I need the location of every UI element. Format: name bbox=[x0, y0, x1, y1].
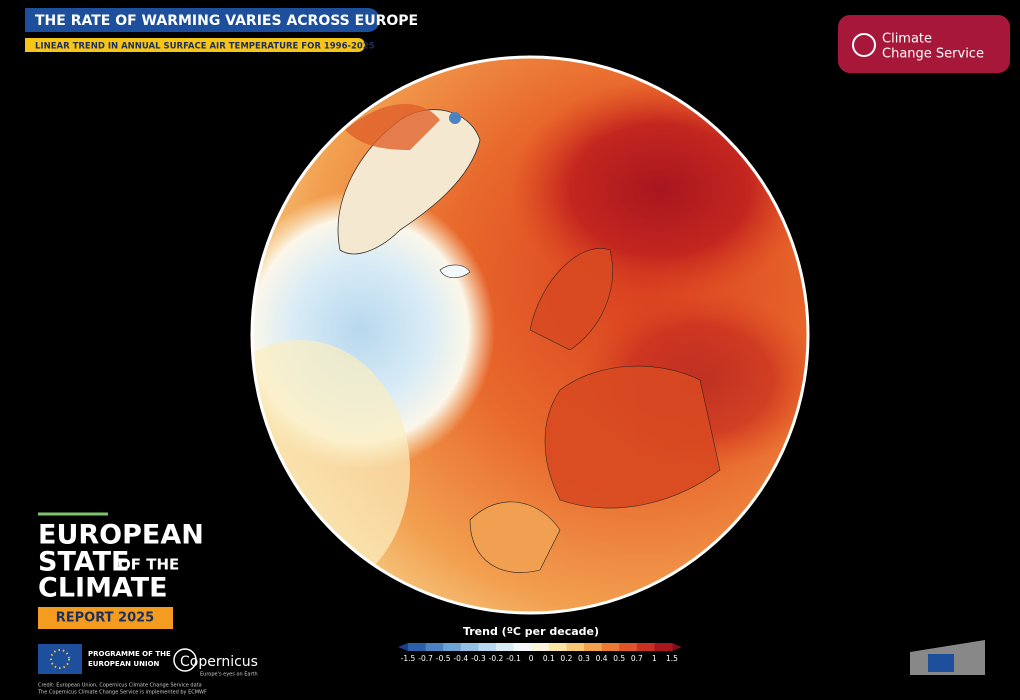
colorbar-bin bbox=[513, 643, 532, 651]
colorbar-tick-label: 0.7 bbox=[631, 654, 643, 663]
colorbar-arrow bbox=[672, 643, 682, 651]
eu-flag bbox=[38, 644, 82, 674]
colorbar-bin bbox=[601, 643, 620, 651]
colorbar-bin bbox=[443, 643, 462, 651]
legend-title: Trend (ºC per decade) bbox=[463, 625, 599, 638]
logo-text: Change Service bbox=[882, 47, 984, 62]
colorbar-arrow bbox=[398, 643, 408, 651]
globe-rim bbox=[250, 55, 810, 615]
colorbar-bin bbox=[548, 643, 567, 651]
eu-stars bbox=[50, 649, 70, 669]
logo-text: Climate bbox=[882, 32, 932, 47]
colorbar-bin bbox=[584, 643, 603, 651]
colorbar-bin bbox=[408, 643, 427, 651]
logo-icon bbox=[852, 33, 876, 57]
title-bar bbox=[25, 8, 380, 32]
logo-box bbox=[838, 15, 1010, 73]
colorbar-tick-label: -1.5 bbox=[401, 654, 416, 663]
colorbar-tick-label: 1.5 bbox=[666, 654, 678, 663]
eu-text: EUROPEAN UNION bbox=[88, 660, 160, 668]
colorbar-bin bbox=[478, 643, 497, 651]
colorbar-bin bbox=[496, 643, 515, 651]
eu-text: PROGRAMME OF THE bbox=[88, 650, 171, 658]
colorbar-tick-label: 0.5 bbox=[613, 654, 625, 663]
report-title: OF THE bbox=[118, 556, 179, 574]
copernicus-tagline: Europe's eyes on Earth bbox=[200, 672, 258, 678]
colorbar-tick-label: -0.1 bbox=[506, 654, 521, 663]
colorbar-tick-label: -0.7 bbox=[418, 654, 433, 663]
credit: The Copernicus Climate Change Service is… bbox=[37, 690, 207, 696]
colorbar-bin bbox=[619, 643, 638, 651]
colorbar-bin bbox=[460, 643, 479, 651]
colorbar-tick-label: -0.5 bbox=[436, 654, 451, 663]
title: THE RATE OF WARMING VARIES ACROSS EUROPE bbox=[35, 13, 418, 29]
colorbar-bin bbox=[636, 643, 655, 651]
colorbar-tick-label: 0.3 bbox=[578, 654, 590, 663]
report-title: CLIMATE bbox=[38, 573, 168, 604]
colorbar-tick-label: 0.1 bbox=[543, 654, 555, 663]
copernicus-text: Copernicus bbox=[180, 654, 258, 670]
report-badge-text: REPORT 2025 bbox=[56, 611, 154, 626]
colorbar-tick-label: 1 bbox=[652, 654, 657, 663]
colorbar-tick-label: -0.3 bbox=[471, 654, 486, 663]
colorbar-bin bbox=[566, 643, 585, 651]
colorbar-tick-label: 0.4 bbox=[596, 654, 608, 663]
subtitle: LINEAR TREND IN ANNUAL SURFACE AIR TEMPE… bbox=[35, 42, 375, 52]
report-title: EUROPEAN bbox=[38, 520, 204, 551]
colorbar-tick-label: 0 bbox=[529, 654, 534, 663]
report-badge bbox=[38, 607, 173, 629]
copernicus-icon bbox=[173, 648, 197, 672]
credit: Credit: European Union, Copernicus Clima… bbox=[38, 683, 202, 689]
colorbar-bin bbox=[531, 643, 550, 651]
colorbar-bin bbox=[654, 643, 673, 651]
subtitle-bar bbox=[25, 38, 365, 52]
colorbar-bin bbox=[425, 643, 444, 651]
colorbar: -1.5 -0.7 -0.5 -0.4 -0.3 -0.2 -0.1 0 0.1 0.2 0.3 0.… bbox=[398, 643, 682, 663]
ec-logo bbox=[910, 640, 985, 675]
colorbar-tick-label: 0.2 bbox=[560, 654, 572, 663]
colorbar-tick-label: -0.4 bbox=[453, 654, 468, 663]
colorbar-tick-label: -0.2 bbox=[489, 654, 504, 663]
report-title: STATE bbox=[38, 547, 129, 578]
